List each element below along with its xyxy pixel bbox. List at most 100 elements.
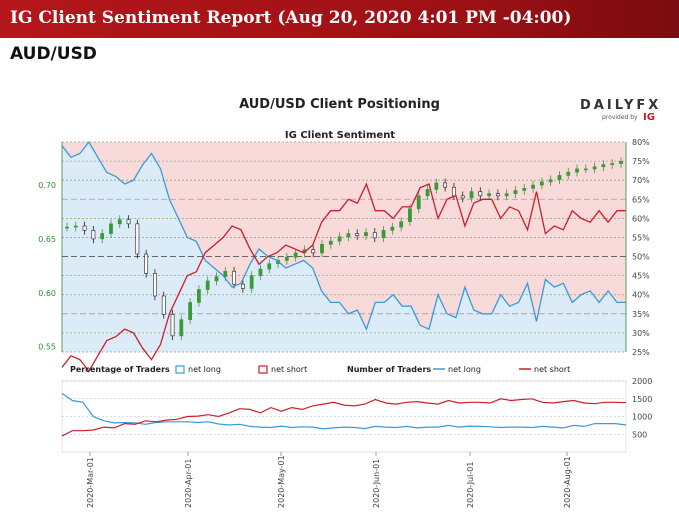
price-tick-label: 0.60 (38, 289, 56, 298)
legend-long-swatch (175, 365, 185, 374)
pct-tick-label: 40% (632, 291, 650, 300)
legend-num-long: net long (448, 365, 481, 374)
candle-body (487, 193, 491, 197)
candle-body (214, 276, 219, 282)
candle-body (205, 280, 210, 290)
pct-tick-label: 65% (632, 195, 650, 204)
price-tick-label: 0.55 (38, 343, 56, 352)
candle-body (478, 191, 483, 197)
positioning-background (62, 142, 626, 352)
candle-body (443, 182, 448, 188)
candle-body (416, 195, 421, 210)
candle-body (434, 182, 439, 190)
pct-tick-label: 35% (632, 310, 650, 319)
sentiment-lines (61, 140, 626, 373)
chart-title: AUD/USD Client Positioning (239, 97, 440, 112)
legend-net-short: net short (271, 365, 307, 374)
axes: 80% 75% 70% 65% 60% 55% 50% 45% 40% 35% 30% 25% 0.70… (38, 138, 650, 357)
currency-pair-heading: AUD/USD (10, 44, 97, 64)
pct-tick-label: 75% (632, 157, 650, 166)
pct-tick-label: 60% (632, 214, 650, 223)
candle-body (425, 189, 430, 197)
candle-body (469, 191, 474, 199)
grid-lines (62, 141, 626, 353)
candle-body (267, 263, 272, 270)
x-tick-label: 2020-Apr-01 (184, 459, 193, 508)
pct-tick-label: 55% (632, 233, 650, 242)
count-tick-label: 500 (632, 430, 647, 439)
x-tick-label: 2020-Mar-01 (86, 457, 95, 508)
dailyfx-logo: DAILYFX provided by IG (580, 98, 670, 128)
count-tick-label: 1500 (632, 395, 652, 404)
candle-body (408, 208, 412, 222)
pct-tick-label: 45% (632, 272, 650, 281)
net-short-line (61, 182, 626, 373)
candle-body (197, 289, 201, 303)
long-region (62, 142, 626, 352)
candle-body (557, 175, 562, 180)
candle-body (100, 233, 105, 240)
x-tick-label: 2020-May-01 (277, 455, 286, 508)
candle-body (575, 168, 579, 173)
candle-body (311, 249, 316, 254)
logo-sub-text: provided by (602, 114, 638, 121)
candle-body (320, 244, 324, 254)
candle-body (381, 230, 386, 239)
candle-body (109, 223, 113, 234)
legend-num-short: net short (534, 365, 570, 374)
candle-body (495, 193, 500, 197)
report-banner: IG Client Sentiment Report (Aug 20, 2020… (0, 0, 679, 38)
x-axis-ticks: 2020-Mar-01 2020-Apr-01 2020-May-01 2020-Ju… (86, 452, 572, 508)
candle-body (399, 221, 404, 228)
candle-body (223, 270, 228, 277)
legend-pct-title: Percentage of Traders (70, 365, 170, 374)
trader-count-panel: 2000 1500 1000 500 (61, 377, 652, 453)
x-tick-label: 2020-Aug-01 (563, 456, 572, 508)
candle-body (337, 236, 342, 242)
candle-body (566, 171, 571, 176)
candle-body (372, 232, 377, 239)
legend-net-long: net long (188, 365, 221, 374)
pct-tick-label: 50% (632, 253, 650, 262)
candle-body (91, 230, 96, 240)
candle-body (592, 166, 597, 170)
candle-body (73, 225, 78, 228)
candle-body (619, 161, 623, 164)
candle-body (161, 295, 166, 315)
candle-body (232, 270, 236, 285)
candle-body (452, 186, 456, 197)
logo-text: DAILYFX (580, 98, 662, 113)
x-tick-label: 2020-Jul-01 (466, 462, 475, 508)
candle-body (144, 253, 149, 274)
candle-body (522, 188, 527, 191)
candle-body (188, 302, 193, 320)
price-candles (65, 157, 623, 341)
candle-body (284, 256, 289, 261)
candle-body (126, 219, 131, 225)
candle-body (346, 233, 351, 238)
net-long-line (61, 140, 626, 331)
legend-num-title: Number of Traders (347, 365, 431, 374)
x-tick-label: 2020-Jun-01 (372, 459, 381, 508)
candle-body (328, 240, 333, 245)
count-tick-label: 1000 (632, 413, 652, 422)
price-tick-label: 0.65 (38, 235, 56, 244)
candle-body (548, 179, 553, 183)
candle-body (504, 193, 509, 197)
pct-tick-label: 80% (632, 138, 650, 147)
legend-short-swatch (258, 365, 268, 374)
report-title: IG Client Sentiment Report (Aug 20, 2020… (10, 8, 572, 28)
candle-body (170, 314, 175, 337)
candle-body (135, 223, 140, 255)
price-tick-label: 0.70 (38, 181, 56, 190)
candle-body (293, 252, 298, 258)
pct-tick-label: 30% (632, 329, 650, 338)
candle-body (258, 268, 263, 276)
candle-body (539, 181, 544, 186)
ig-logo: IG (643, 112, 655, 123)
candle-body (179, 319, 184, 337)
candle-body (153, 273, 157, 297)
candle-body (531, 184, 535, 189)
candle-body (240, 283, 245, 289)
